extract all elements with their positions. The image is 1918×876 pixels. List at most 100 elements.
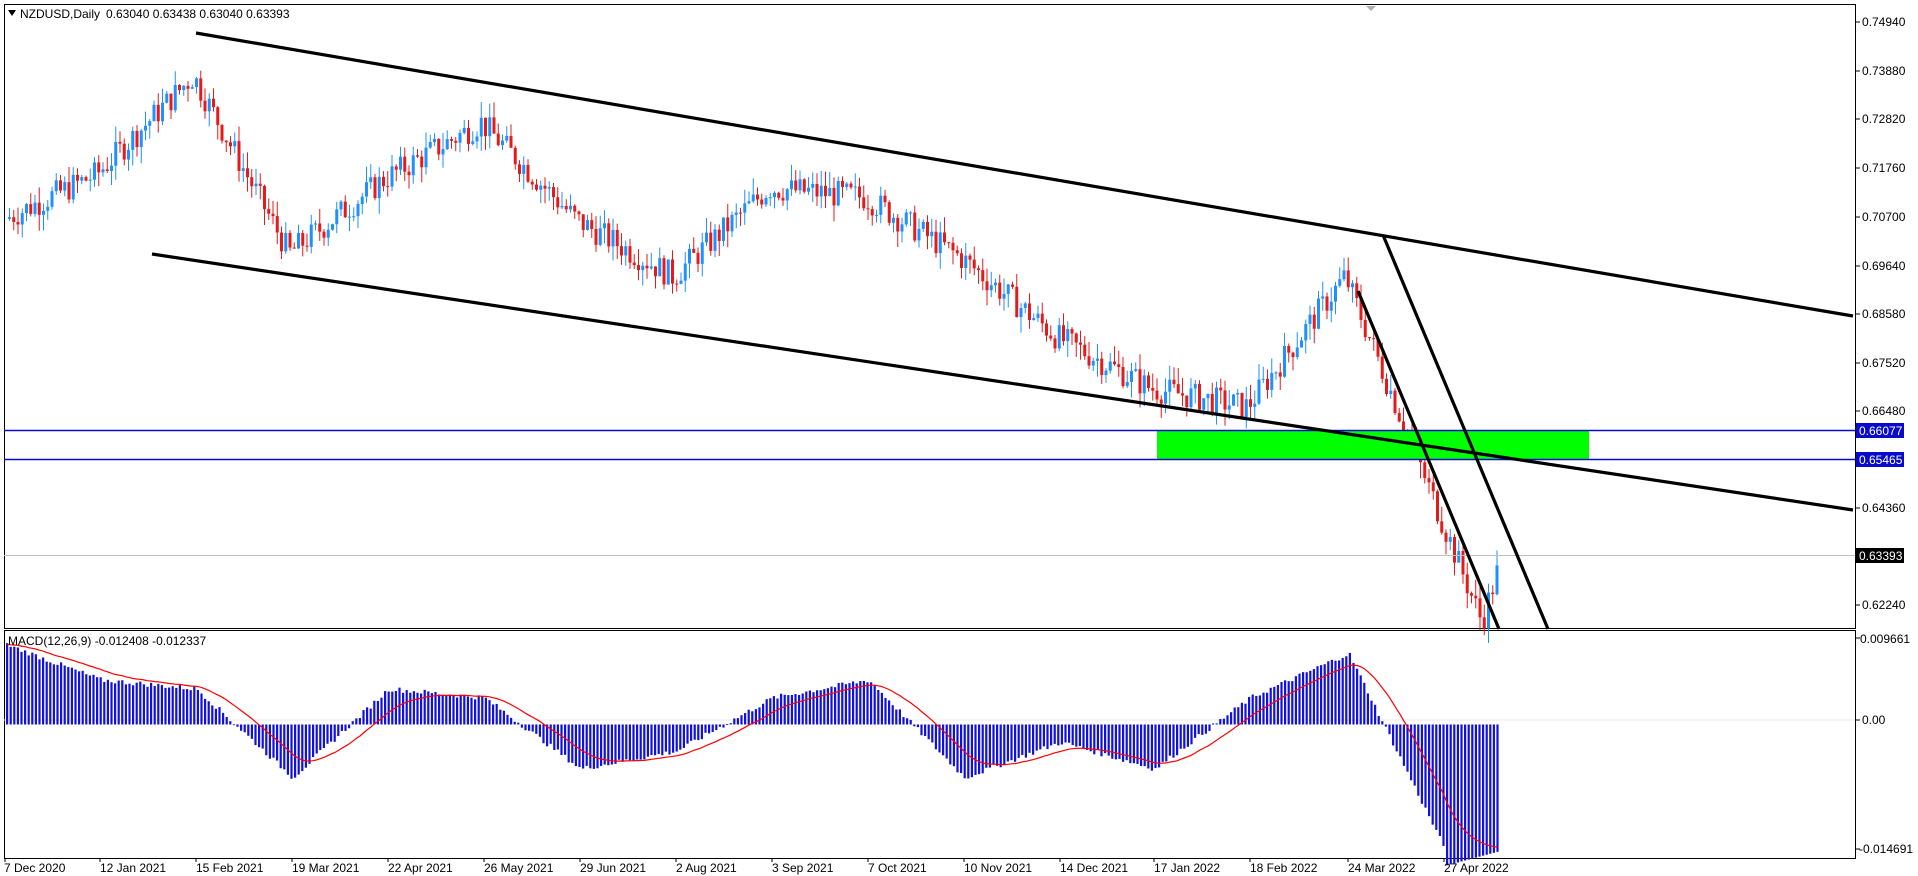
macd-bar xyxy=(1060,724,1063,745)
candle-body xyxy=(84,177,88,181)
macd-bar xyxy=(445,695,448,725)
macd-bar xyxy=(1118,724,1121,759)
macd-bar xyxy=(1287,681,1290,725)
candle-body xyxy=(1334,285,1337,302)
candle-body xyxy=(794,180,798,191)
time-label: 19 Mar 2021 xyxy=(292,861,360,875)
macd-bar xyxy=(387,691,390,725)
steep-channel-lower-line[interactable] xyxy=(1356,290,1501,630)
macd-bar xyxy=(1269,687,1272,725)
macd-bar xyxy=(675,724,678,752)
macd-bar xyxy=(902,717,905,725)
candle-body xyxy=(1121,366,1125,387)
candle-body xyxy=(649,266,653,269)
price-axis: 0.74940 0.73880 0.72820 0.71760 0.70700 … xyxy=(1855,15,1906,612)
candle-body xyxy=(284,232,288,252)
channel-upper-line[interactable] xyxy=(195,31,1854,318)
price-panel[interactable] xyxy=(4,4,1856,629)
macd-bar xyxy=(798,694,801,725)
candle-body xyxy=(747,201,751,204)
macd-bar xyxy=(308,724,311,764)
macd-bar xyxy=(344,724,347,731)
macd-bar xyxy=(560,724,563,756)
candle-body xyxy=(1057,325,1061,349)
macd-bar xyxy=(333,724,336,742)
candle-body xyxy=(441,149,445,155)
macd-bar xyxy=(794,694,797,725)
macd-bar xyxy=(1276,685,1279,725)
candle-body xyxy=(394,166,398,170)
macd-bar xyxy=(171,686,174,725)
macd-bar xyxy=(762,703,765,725)
support-zone[interactable] xyxy=(1157,430,1589,459)
macd-bar xyxy=(236,724,239,727)
candle-body xyxy=(849,183,853,188)
candle-body xyxy=(1036,313,1040,318)
macd-bar xyxy=(700,724,703,740)
macd-bar xyxy=(1111,724,1114,759)
collapse-triangle-icon[interactable] xyxy=(8,10,16,16)
channel-lower-line[interactable] xyxy=(151,252,1854,512)
candle-body xyxy=(768,197,772,199)
candle-body xyxy=(926,221,929,237)
macd-bar xyxy=(1471,724,1474,859)
candle-body xyxy=(934,231,938,254)
macd-bar xyxy=(340,724,343,731)
candle-body xyxy=(445,139,449,150)
macd-bar xyxy=(754,709,757,725)
macd-bar xyxy=(369,708,372,725)
macd-bar xyxy=(618,724,621,760)
macd-bar xyxy=(153,685,156,725)
candle-body xyxy=(1176,384,1180,394)
trendlines[interactable] xyxy=(151,31,1854,630)
candle-body xyxy=(700,242,704,264)
candle-body xyxy=(998,282,1002,299)
macd-bar xyxy=(549,724,552,744)
macd-bar xyxy=(628,724,631,761)
candle-body xyxy=(1019,307,1023,318)
macd-bar xyxy=(646,724,649,757)
macd-bar xyxy=(592,724,595,769)
macd-bar xyxy=(1399,724,1402,757)
macd-bar xyxy=(52,664,55,725)
macd-bar xyxy=(27,655,30,725)
macd-bar xyxy=(567,724,570,763)
candle-body xyxy=(790,180,793,190)
candle-body xyxy=(679,280,683,284)
candle-body xyxy=(386,186,390,188)
candle-body xyxy=(365,182,368,197)
candle-body xyxy=(373,177,377,199)
candle-body xyxy=(484,117,487,137)
macd-bar xyxy=(672,724,675,753)
candle-body xyxy=(1482,617,1486,629)
macd-bar xyxy=(276,724,279,761)
candle-body xyxy=(403,156,407,172)
candle-body xyxy=(1278,372,1282,377)
macd-bar xyxy=(1201,724,1204,735)
candle-body xyxy=(696,252,700,264)
macd-bar xyxy=(1158,724,1161,768)
macd-bar xyxy=(898,709,901,725)
candle-body xyxy=(399,156,402,170)
candle-body xyxy=(1053,338,1057,349)
steep-channel-upper-line[interactable] xyxy=(1381,234,1550,630)
macd-bar xyxy=(643,724,646,760)
candle-body xyxy=(433,138,436,143)
candle-body xyxy=(169,93,173,111)
macd-bar xyxy=(823,689,826,725)
shift-marker-icon[interactable] xyxy=(1366,6,1376,11)
candle-body xyxy=(1227,405,1231,410)
macd-bar xyxy=(441,694,444,725)
macd-bar xyxy=(24,650,27,725)
macd-bar xyxy=(193,686,196,725)
macd-bar xyxy=(1395,724,1398,752)
candle-body xyxy=(841,180,844,187)
macd-bar xyxy=(931,724,934,743)
candle-body xyxy=(1125,381,1129,387)
macd-bar xyxy=(956,724,959,773)
macd-bar xyxy=(582,724,585,769)
hline-resistance-price-tag xyxy=(1856,423,1904,438)
macd-bar xyxy=(1255,695,1258,725)
macd-bar xyxy=(733,718,736,725)
